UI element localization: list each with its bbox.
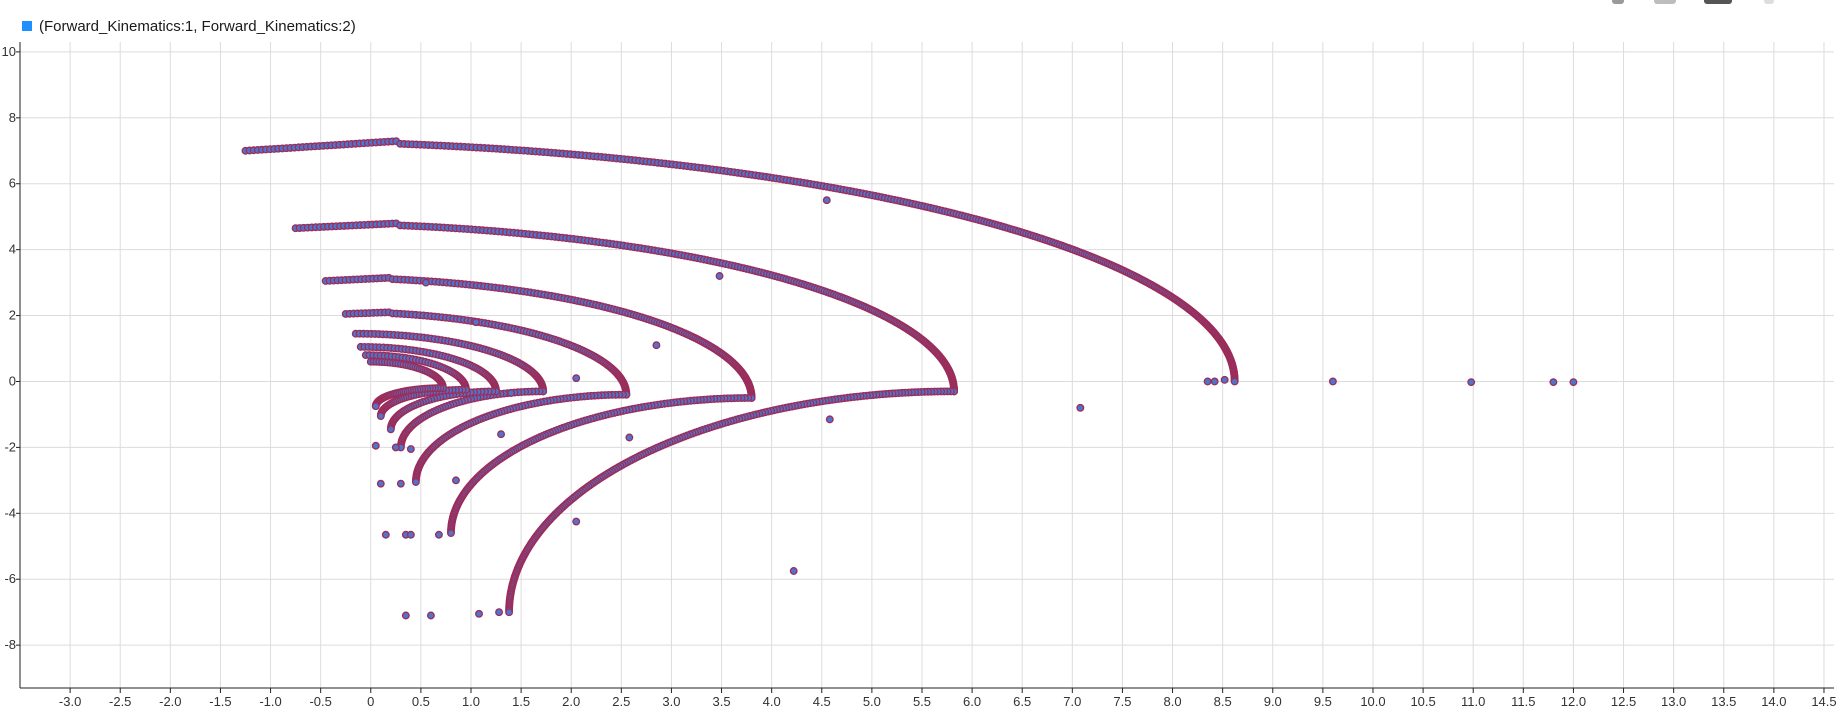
tick-labels: -3.0 -2.5 -2.0 -1.5 -1.0 -0.5 0 0.5 1.0 1.5 2.0 2.5… [2,44,1837,709]
outlier-point [625,433,634,442]
x-tick-label: -2.5 [109,694,131,709]
outlier-point [401,611,410,620]
outlier-point [1076,403,1085,412]
x-tick-label: 7.5 [1113,694,1131,709]
x-tick-label: 10.0 [1360,694,1385,709]
pan-icon[interactable] [1704,0,1732,4]
outlier-point [652,341,661,350]
outlier-point [406,530,415,539]
legend-swatch [22,21,32,31]
outlier-point [475,609,483,618]
outlier-point [452,476,460,485]
plot-toolbar [1604,0,1804,8]
x-tick-label: 2.5 [612,694,630,709]
outlier-point [825,415,834,424]
x-tick-label: 13.0 [1661,694,1686,709]
outlier-point [1203,377,1212,386]
outlier-point [406,445,415,453]
arc-point [447,529,455,538]
y-tick-label: 0 [9,373,16,388]
x-tick-label: 7.0 [1063,694,1081,709]
legend[interactable]: (Forward_Kinematics:1, Forward_Kinematic… [22,16,356,36]
x-tick-label: 11.5 [1511,694,1535,709]
arc-point [386,425,395,434]
outlier-point [1549,378,1558,387]
x-tick-label: 6.5 [1013,694,1031,709]
outlier-point [1328,377,1337,386]
x-tick-label: -0.5 [309,694,331,709]
data-points [241,137,1578,620]
x-tick-label: 6.0 [963,694,981,709]
grid [20,42,1834,688]
x-tick-label: 11.0 [1461,694,1485,709]
y-tick-label: 2 [9,308,16,323]
x-tick-label: -3.0 [59,694,81,709]
outlier-point [396,479,405,488]
outlier-point [1467,378,1476,387]
outlier-point [1220,375,1229,384]
outlier-point [376,479,385,488]
y-tick-label: -4 [4,505,16,520]
x-tick-label: 2.0 [562,694,580,709]
outlier-point [495,608,504,617]
y-tick-label: 6 [9,176,16,191]
arc-point [1230,377,1239,386]
restore-icon[interactable] [1764,0,1774,4]
y-tick-label: -6 [4,571,16,586]
outlier-point [472,318,480,327]
axes [16,42,1834,693]
x-tick-label: 10.5 [1410,694,1435,709]
x-tick-label: 13.5 [1711,694,1736,709]
x-tick-label: 1.5 [512,694,530,709]
outlier-point [434,530,443,539]
x-tick-label: 8.0 [1164,694,1182,709]
outlier-point [789,567,798,575]
outlier-point [371,441,380,450]
arc-point [371,402,380,411]
outlier-point [1569,378,1578,387]
outlier-point [822,196,831,205]
x-tick-label: 3.5 [713,694,731,709]
outlier-point [497,430,506,439]
arc-point [505,608,514,617]
x-tick-label: 4.0 [763,694,781,709]
y-tick-label: -2 [4,439,16,454]
x-tick-label: -1.0 [259,694,281,709]
x-tick-label: -2.0 [159,694,181,709]
zoom-icon[interactable] [1612,0,1624,4]
y-tick-label: 4 [9,242,16,257]
outlier-point [381,530,390,539]
x-tick-label: 5.0 [863,694,881,709]
x-tick-label: 14.0 [1761,694,1786,709]
box-zoom-icon[interactable] [1654,0,1676,4]
x-tick-label: 3.0 [662,694,680,709]
x-tick-label: 5.5 [913,694,931,709]
y-tick-label: 8 [9,110,16,125]
y-tick-label: 10 [2,44,16,59]
outlier-point [391,443,400,452]
outlier-point [426,611,435,620]
x-tick-label: 0.5 [412,694,430,709]
x-tick-label: 1.0 [462,694,480,709]
x-tick-label: 12.5 [1611,694,1636,709]
x-tick-label: 0 [367,694,374,709]
x-tick-label: 9.0 [1264,694,1282,709]
y-tick-label: -8 [4,637,16,652]
arc-point [411,478,420,486]
outlier-point [572,374,581,383]
x-tick-label: -1.5 [209,694,231,709]
x-tick-label: 4.5 [813,694,831,709]
x-tick-label: 12.0 [1561,694,1586,709]
x-tick-label: 8.5 [1214,694,1232,709]
outlier-point [421,278,430,287]
outlier-point [507,389,516,397]
arc-point [376,412,385,421]
outlier-point [572,517,581,526]
outlier-point [715,272,724,280]
outlier-point [1210,377,1219,386]
legend-label: (Forward_Kinematics:1, Forward_Kinematic… [39,17,356,35]
x-tick-label: 14.5 [1811,694,1836,709]
x-tick-label: 9.5 [1314,694,1332,709]
